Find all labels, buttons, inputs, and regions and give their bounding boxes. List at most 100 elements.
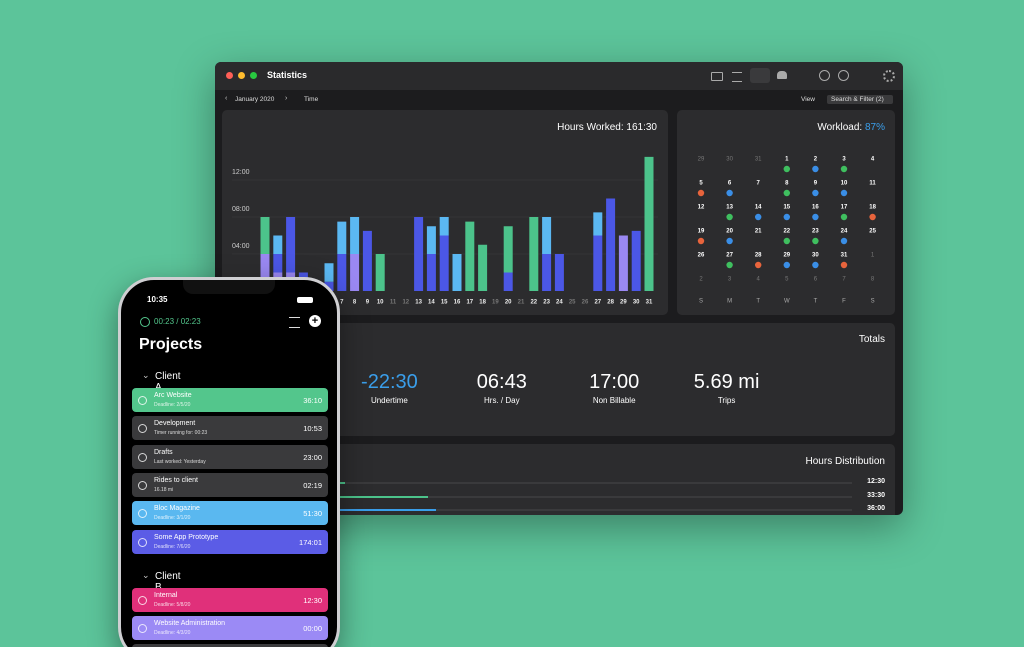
bar-segment [273, 254, 283, 273]
weekday-label: W [784, 299, 790, 305]
project-name: Drafts [154, 448, 173, 456]
x-tick-label: 19 [492, 300, 499, 306]
calendar-day: 6 [728, 181, 732, 187]
project-detail: Deadline: 4/3/20 [154, 630, 191, 637]
group-name[interactable]: Client A [155, 371, 181, 393]
settings-icon[interactable] [883, 70, 895, 82]
project-time: 36:10 [303, 396, 322, 405]
close-button[interactable] [226, 72, 233, 79]
project-icon [138, 624, 147, 634]
group-chevron[interactable]: ⌄ [142, 370, 150, 380]
workload-dot [812, 165, 819, 173]
project-row[interactable]: Some App Prototype Deadline: 7/6/20 174:01 [132, 529, 328, 554]
project-row[interactable]: Content Updates [132, 644, 328, 647]
project-row[interactable]: Arc Website Deadline: 2/5/20 36:10 [132, 388, 328, 412]
bar-segment [350, 217, 360, 254]
bar-segment [350, 254, 360, 291]
weekday-label: T [756, 299, 760, 305]
bar-segment [439, 235, 449, 291]
filter-button[interactable]: Search & Filter (2) [827, 95, 893, 104]
calendar-day: 8 [785, 181, 789, 187]
calendar-day: 26 [698, 253, 705, 259]
x-tick-label: 24 [556, 300, 563, 306]
calendar-day: 27 [726, 253, 733, 259]
toolbar-icon-active[interactable] [750, 68, 770, 83]
y-tick-label: 12:00 [232, 169, 250, 176]
view-button[interactable]: View [801, 96, 815, 103]
x-tick-label: 26 [582, 300, 589, 306]
project-icon [138, 452, 147, 462]
bar-segment [375, 254, 385, 291]
filter-icon[interactable] [289, 317, 300, 328]
calendar-day: 1 [785, 157, 789, 163]
project-row[interactable]: Bloc Magazine Deadline: 3/1/20 51:30 [132, 501, 328, 526]
group-chevron[interactable]: ⌄ [142, 569, 150, 580]
project-row[interactable]: Development Timer running for: 00:23 10:53 [132, 416, 328, 441]
minimize-button[interactable] [238, 72, 245, 79]
calendar-day: 3 [728, 277, 732, 283]
toolbar-icon[interactable] [732, 72, 742, 82]
toolbar-icon[interactable] [819, 70, 830, 81]
distribution-track [340, 495, 852, 498]
calendar-day: 16 [812, 205, 819, 211]
workload-card [677, 110, 895, 315]
workload-dot [755, 213, 762, 221]
x-tick-label: 12 [402, 300, 409, 306]
workload-value: 87% [864, 122, 885, 133]
weekday-label: M [727, 299, 732, 305]
project-name: Some App Prototype [154, 533, 219, 541]
y-tick-label: 08:00 [232, 206, 250, 213]
project-row[interactable]: Internal Deadline: 5/8/20 12:30 [132, 587, 328, 612]
project-detail: Deadline: 5/8/20 [154, 601, 191, 608]
project-icon [138, 537, 147, 547]
toolbar-icon[interactable] [711, 72, 723, 81]
calendar-day: 11 [869, 181, 876, 187]
weekday-label: S [699, 299, 703, 305]
calendar-day: 10 [841, 181, 848, 187]
bar-segment [286, 217, 296, 273]
x-tick-label: 22 [530, 300, 537, 306]
calendar-day: 4 [871, 157, 875, 163]
project-icon [138, 396, 147, 405]
prev-period[interactable]: ‹ [225, 95, 228, 102]
toolbar-icon[interactable] [777, 71, 787, 79]
zoom-button[interactable] [250, 72, 257, 79]
calendar-day: 4 [757, 277, 761, 283]
group-name[interactable]: Client B [155, 570, 181, 593]
period[interactable]: January 2020 [235, 96, 275, 103]
bar-segment [631, 230, 641, 291]
mode-select[interactable]: Time [304, 96, 319, 103]
project-row[interactable]: Website Administration Deadline: 4/3/20 00… [132, 616, 328, 641]
calendar-day: 5 [699, 181, 703, 187]
bar-segment [593, 212, 603, 236]
calendar-day: 7 [757, 181, 761, 187]
project-row[interactable]: Rides to client 16.18 mi 02:19 [132, 472, 328, 497]
workload-dot [726, 213, 733, 221]
total-value: 06:43 [476, 371, 527, 393]
project-time: 174:01 [299, 537, 322, 547]
calendar-day: 31 [755, 157, 762, 163]
distribution-label: 12:30 [867, 478, 885, 485]
x-tick-label: 13 [415, 300, 422, 306]
calendar-day: 29 [783, 253, 790, 259]
project-name: Development [154, 420, 196, 428]
bar-segment [644, 156, 654, 291]
x-tick-label: 28 [607, 300, 614, 306]
toolbar-icon[interactable] [838, 70, 849, 81]
timer-icon[interactable] [140, 317, 150, 327]
x-tick-label: 7 [340, 300, 344, 306]
timer[interactable]: 00:23 / 02:23 [154, 317, 201, 326]
workload-title: Workload: 87% [817, 122, 885, 133]
project-name: Internal [154, 591, 178, 599]
project-row[interactable]: Drafts Last worked: Yesterday 23:00 [132, 444, 328, 469]
title-bar [215, 62, 903, 90]
calendar-day: 23 [812, 229, 819, 235]
bar-segment [260, 254, 270, 291]
x-tick-label: 30 [633, 300, 640, 306]
next-period[interactable]: › [285, 95, 288, 102]
x-tick-label: 11 [390, 300, 397, 306]
bar-segment [478, 244, 488, 291]
project-name: Rides to client [154, 476, 198, 484]
add-button[interactable]: + [309, 315, 321, 327]
